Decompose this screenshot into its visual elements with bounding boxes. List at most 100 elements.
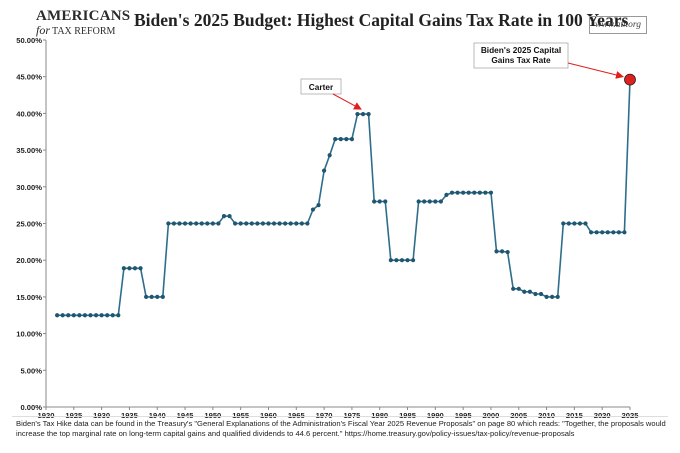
- logo-for: for: [36, 23, 51, 37]
- data-point: [588, 230, 594, 235]
- y-tick-label: 30.00%: [16, 183, 42, 192]
- data-point: [99, 313, 104, 318]
- data-point: [422, 199, 427, 204]
- y-tick-label: 15.00%: [16, 293, 42, 302]
- logo-tax-reform: TAX REFORM: [52, 26, 116, 37]
- data-point: [594, 230, 599, 235]
- logo-line2: for TAX REFORM: [36, 23, 115, 38]
- data-point: [427, 199, 432, 204]
- x-tick-label: 1920: [38, 411, 55, 420]
- data-point: [155, 294, 160, 299]
- data-point: [600, 230, 605, 235]
- data-point: [321, 168, 327, 173]
- x-tick-label: 2020: [594, 411, 611, 420]
- data-point: [132, 266, 138, 271]
- y-tick-label: 20.00%: [16, 256, 42, 265]
- url-badge: www.atr.org: [589, 16, 647, 34]
- data-point: [616, 230, 621, 235]
- y-tick-label: 25.00%: [16, 220, 42, 229]
- data-point: [327, 153, 332, 158]
- data-point: [66, 313, 71, 318]
- data-point: [533, 291, 538, 297]
- data-point: [388, 258, 393, 263]
- data-point: [144, 294, 149, 299]
- data-point: [260, 221, 266, 226]
- annotation-box: [473, 42, 569, 69]
- data-point: [377, 199, 382, 204]
- data-point: [121, 266, 126, 271]
- y-tick-label: 50.00%: [16, 36, 42, 45]
- data-point: [305, 221, 310, 226]
- footnote-divider: [12, 416, 668, 417]
- y-tick-label: 45.00%: [16, 73, 42, 82]
- x-tick-label: 1960: [260, 411, 277, 420]
- x-tick-label: 2025: [622, 411, 640, 420]
- atr-logo: AMERICANS for TAX REFORM: [36, 8, 131, 38]
- annotation-box: [300, 78, 342, 95]
- data-point-highlight: [624, 73, 636, 86]
- data-point: [288, 221, 293, 226]
- data-point: [355, 112, 360, 117]
- data-point: [449, 190, 455, 195]
- data-point: [544, 294, 549, 299]
- data-point: [110, 313, 115, 318]
- logo-line1: AMERICANS: [36, 8, 131, 24]
- data-point: [550, 294, 555, 299]
- data-point: [605, 230, 610, 235]
- data-point: [466, 190, 471, 195]
- data-point: [310, 207, 316, 212]
- x-tick-label: 1980: [371, 411, 388, 420]
- data-point: [522, 289, 527, 294]
- data-point: [294, 221, 299, 226]
- data-point: [494, 249, 499, 254]
- data-point: [438, 199, 443, 204]
- data-point: [82, 313, 88, 318]
- data-point: [360, 112, 366, 117]
- x-tick-label: 2015: [566, 411, 584, 420]
- data-point: [511, 286, 516, 291]
- data-point: [71, 313, 76, 318]
- data-point: [255, 221, 260, 226]
- data-point: [127, 266, 132, 271]
- data-point: [160, 294, 165, 299]
- data-point: [572, 221, 577, 226]
- x-tick-label: 1970: [316, 411, 333, 420]
- annotation-arrow: [332, 93, 362, 110]
- x-tick-label: 1990: [427, 411, 444, 420]
- data-point: [283, 221, 288, 226]
- data-point: [372, 199, 377, 204]
- annotation-arrow: [567, 62, 624, 79]
- data-point: [171, 221, 177, 226]
- data-point: [149, 294, 154, 299]
- data-point: [244, 221, 249, 226]
- data-point: [266, 221, 271, 226]
- data-point: [105, 313, 110, 318]
- data-point: [60, 313, 65, 318]
- data-point: [138, 266, 143, 271]
- data-point: [622, 230, 627, 235]
- data-point: [277, 221, 282, 226]
- data-point: [166, 221, 171, 226]
- data-point: [116, 313, 121, 318]
- x-tick-label: 1930: [93, 411, 110, 420]
- data-point: [216, 221, 221, 226]
- x-tick-label: 1995: [455, 411, 473, 420]
- data-point: [271, 221, 277, 226]
- data-point: [516, 286, 521, 291]
- x-tick-label: 1935: [121, 411, 139, 420]
- x-tick-label: 1965: [288, 411, 306, 420]
- data-point: [93, 313, 99, 318]
- data-point: [338, 136, 343, 142]
- data-point: [205, 221, 210, 226]
- data-point: [221, 214, 227, 219]
- x-tick-label: 2005: [510, 411, 528, 420]
- data-point: [399, 258, 405, 263]
- data-point: [77, 313, 82, 318]
- x-tick-label: 1925: [65, 411, 83, 420]
- data-point: [583, 221, 588, 226]
- data-point: [488, 190, 494, 195]
- data-point: [538, 291, 544, 297]
- data-point: [483, 190, 488, 195]
- y-tick-label: 35.00%: [16, 146, 42, 155]
